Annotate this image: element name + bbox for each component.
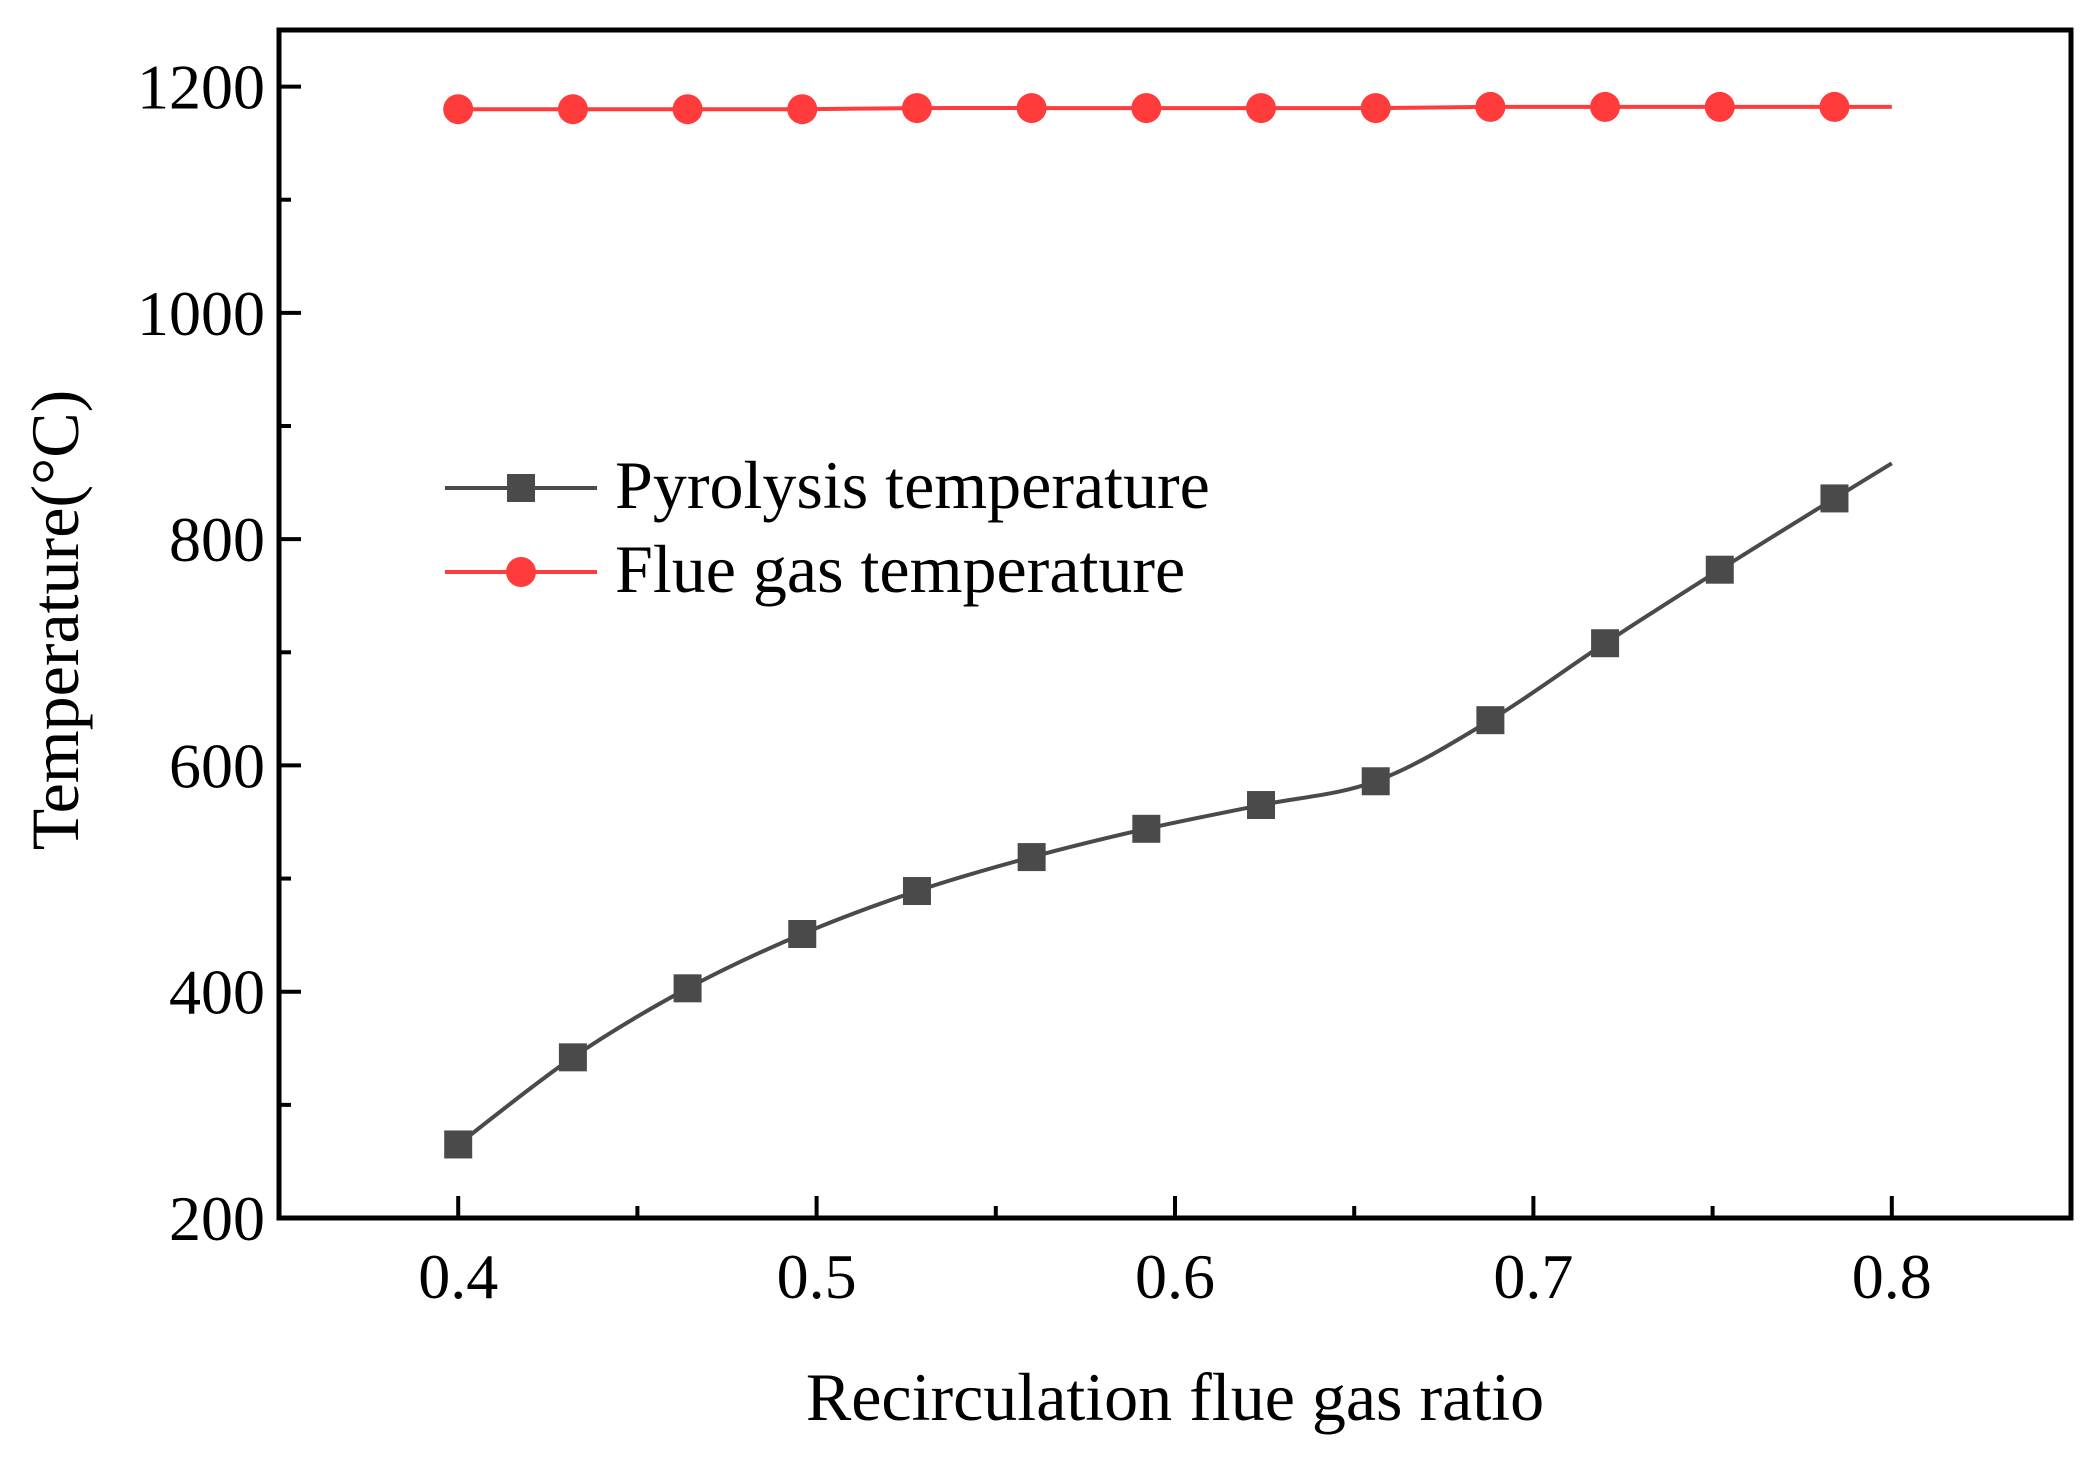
- data-point-pyrolysis: [444, 1130, 473, 1159]
- y-tick-label: 800: [169, 504, 265, 575]
- data-point-flue-gas: [1131, 93, 1162, 124]
- data-point-flue-gas: [1016, 93, 1047, 124]
- data-point-pyrolysis: [1132, 814, 1161, 843]
- data-point-flue-gas: [1360, 93, 1391, 124]
- data-point-pyrolysis: [1705, 555, 1734, 584]
- y-axis-title: Temperature(°C): [17, 390, 93, 850]
- data-point-flue-gas: [557, 94, 588, 125]
- legend: Pyrolysis temperature Flue gas temperatu…: [445, 447, 1210, 607]
- y-tick-label: 1000: [137, 278, 265, 349]
- x-tick-label: 0.5: [777, 1241, 857, 1312]
- data-point-pyrolysis: [902, 877, 931, 906]
- y-tick-label: 400: [169, 957, 265, 1028]
- data-point-flue-gas: [672, 94, 703, 125]
- x-axis-title: Recirculation flue gas ratio: [806, 1359, 1544, 1435]
- data-point-flue-gas: [1819, 91, 1850, 122]
- x-tick-label: 0.4: [418, 1241, 498, 1312]
- y-tick-label: 1200: [137, 52, 265, 123]
- legend-label-pyrolysis: Pyrolysis temperature: [615, 447, 1210, 523]
- data-point-pyrolysis: [558, 1043, 587, 1072]
- data-point-pyrolysis: [1247, 791, 1276, 820]
- data-point-flue-gas: [787, 94, 818, 125]
- y-tick-label: 600: [169, 730, 265, 801]
- legend-marker-flue-gas: [506, 557, 536, 587]
- data-point-pyrolysis: [1017, 843, 1046, 872]
- legend-marker-pyrolysis: [507, 474, 535, 502]
- data-point-pyrolysis: [1591, 629, 1620, 658]
- x-tick-label: 0.7: [1493, 1241, 1573, 1312]
- data-point-pyrolysis: [1361, 767, 1390, 796]
- x-tick-label: 0.6: [1135, 1241, 1215, 1312]
- series-layer: [443, 91, 1893, 1159]
- data-point-pyrolysis: [1820, 484, 1849, 513]
- data-point-flue-gas: [1246, 93, 1277, 124]
- x-axis-ticks: 0.4 0.5 0.6 0.7 0.8: [418, 1196, 1932, 1312]
- data-point-flue-gas: [443, 94, 474, 125]
- plot-frame: [276, 27, 2074, 1221]
- data-point-pyrolysis: [788, 920, 817, 949]
- data-point-flue-gas: [1704, 91, 1735, 122]
- data-point-flue-gas: [1590, 91, 1621, 122]
- data-point-pyrolysis: [1476, 706, 1505, 735]
- data-point-pyrolysis: [673, 974, 702, 1003]
- data-point-flue-gas: [901, 93, 932, 124]
- y-axis-ticks: 200 400 600 800 1000 1200: [137, 52, 301, 1254]
- legend-label-flue-gas: Flue gas temperature: [615, 531, 1185, 607]
- y-tick-label: 200: [169, 1183, 265, 1254]
- x-tick-label: 0.8: [1852, 1241, 1932, 1312]
- data-point-flue-gas: [1475, 91, 1506, 122]
